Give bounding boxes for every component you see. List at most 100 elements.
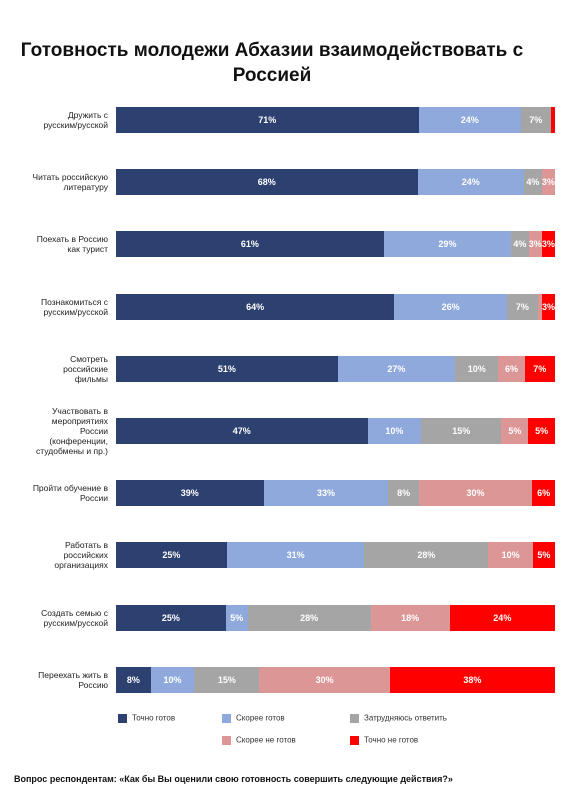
category-label: Переехать жить в Россию [38,669,108,690]
bar-segment [116,418,368,444]
category-label: Пройти обучение в России [32,483,108,504]
bar-segment [247,604,371,631]
value-label: 15% [217,674,236,685]
bar-segment [507,293,538,320]
value-label: 29% [438,239,457,250]
bar-segment [418,107,521,133]
value-label: 5% [230,612,244,623]
value-label: 7% [515,301,529,312]
bar-segment [498,355,525,382]
value-label: 5% [535,426,549,436]
bar-segment [417,169,524,196]
bar-segment [116,604,226,631]
bar-segment [150,666,195,693]
bar-segment [116,293,395,320]
legend-marker [222,735,231,745]
legend-label: Затрудняюсь ответить [364,713,447,723]
value-label: 4% [526,177,540,188]
bar-segment [523,169,542,196]
bar-segment [528,418,555,444]
value-label: 7% [533,363,547,374]
bar-segment [116,542,227,569]
value-label: 47% [232,426,251,436]
bar-segment [532,480,555,507]
value-label: 26% [441,301,460,312]
value-label: 25% [162,550,181,561]
value-label: 25% [161,612,180,623]
bar-segment [511,231,529,258]
value-label: 3% [528,239,542,250]
bar-segment [225,604,248,631]
value-label: 3% [541,301,555,312]
legend-marker [118,713,127,723]
value-label: 24% [461,177,480,188]
value-label: 10% [501,550,520,561]
value-label: 15% [452,426,471,436]
category-label: Работать в российских организациях [54,540,108,571]
bar-segment [541,293,555,320]
value-label: 7% [529,115,543,125]
category-label: Дружить с русским/русской [43,110,108,130]
legend-label: Скорее готов [236,713,285,723]
value-label: 30% [466,488,485,499]
value-label: 6% [537,488,551,499]
value-label: 28% [417,550,436,561]
bar-segment [524,355,555,382]
value-label: 4% [513,239,527,250]
value-label: 28% [300,612,319,623]
bar-segment [194,666,260,693]
bar-segment [449,604,555,631]
bar-segment [541,231,555,258]
value-label: 30% [315,674,334,685]
value-label: 51% [217,363,236,374]
bar-segment [528,231,542,258]
bar-segment [501,418,529,444]
legend-marker [350,713,359,723]
value-label: 5% [537,550,551,561]
value-label: 18% [401,612,420,623]
bar-segment [383,231,512,258]
value-label: 10% [385,426,404,436]
bar-segment [116,666,151,693]
bar-segment [116,355,338,382]
value-label: 10% [467,363,486,374]
bar-segment [488,542,533,569]
bar-segment [541,169,555,196]
bar-segment [389,666,555,693]
category-label: Смотреть российские фильмы [63,353,108,384]
bar-segment [421,418,502,444]
bar-segment [418,480,533,507]
legend-marker [222,713,231,723]
value-label: 71% [258,115,277,125]
footnote: Вопрос респондентам: «Как бы Вы оценили … [14,774,453,784]
bar-segment [388,480,419,507]
legend-marker [350,735,359,745]
bar-segment [537,293,542,320]
bar-segment [116,169,418,196]
value-label: 24% [493,612,512,623]
value-label: 5% [508,426,522,436]
value-label: 6% [505,363,519,374]
value-label: 3% [541,177,555,188]
value-label: 10% [163,674,182,685]
bar-segment [364,542,489,569]
value-label: 8% [126,674,140,685]
legend-label: Точно готов [132,713,176,723]
bar-segment [263,480,389,507]
bar-segment [370,604,450,631]
bar-segment [394,293,508,320]
value-label: 39% [180,488,199,499]
value-label: 31% [286,550,305,561]
value-label: 8% [397,488,411,499]
bar-segment [550,107,555,133]
value-label: 38% [463,674,482,685]
value-label: 3% [541,239,555,250]
category-label: Создать семью с русским/русской [41,607,108,628]
bar-segment [337,355,456,382]
bar-segment [532,542,555,569]
bar-segment [259,666,390,693]
bar-segment [226,542,365,569]
legend-label: Точно не готов [364,735,419,745]
bar-segment [116,231,384,258]
